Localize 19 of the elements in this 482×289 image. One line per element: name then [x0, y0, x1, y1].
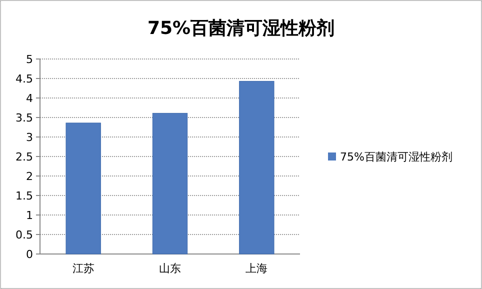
y-tick-label: 1: [26, 208, 33, 222]
y-tick-label: 0: [26, 248, 33, 261]
y-tick-label: 3.5: [16, 111, 33, 124]
legend-label: 75%百菌清可湿性粉剂: [340, 150, 452, 164]
x-tick-label: 江苏: [72, 262, 94, 275]
y-tick-label: 4: [26, 92, 33, 105]
y-tick-label: 2: [26, 170, 33, 183]
chart-title: 75%百菌清可湿性粉剂: [147, 18, 335, 39]
x-tick-label: 上海: [246, 262, 268, 275]
y-tick-label: 3: [26, 130, 33, 144]
y-tick-label: 0.5: [16, 228, 33, 242]
x-tick-label: 山东: [159, 262, 181, 275]
bar: [152, 112, 188, 254]
y-tick-label: 1.5: [16, 189, 33, 202]
y-tick-label: 2.5: [16, 150, 33, 164]
y-tick-label: 4.5: [16, 72, 33, 86]
bar: [66, 122, 101, 254]
bar: [239, 80, 274, 254]
y-tick-label: 5: [26, 52, 33, 66]
